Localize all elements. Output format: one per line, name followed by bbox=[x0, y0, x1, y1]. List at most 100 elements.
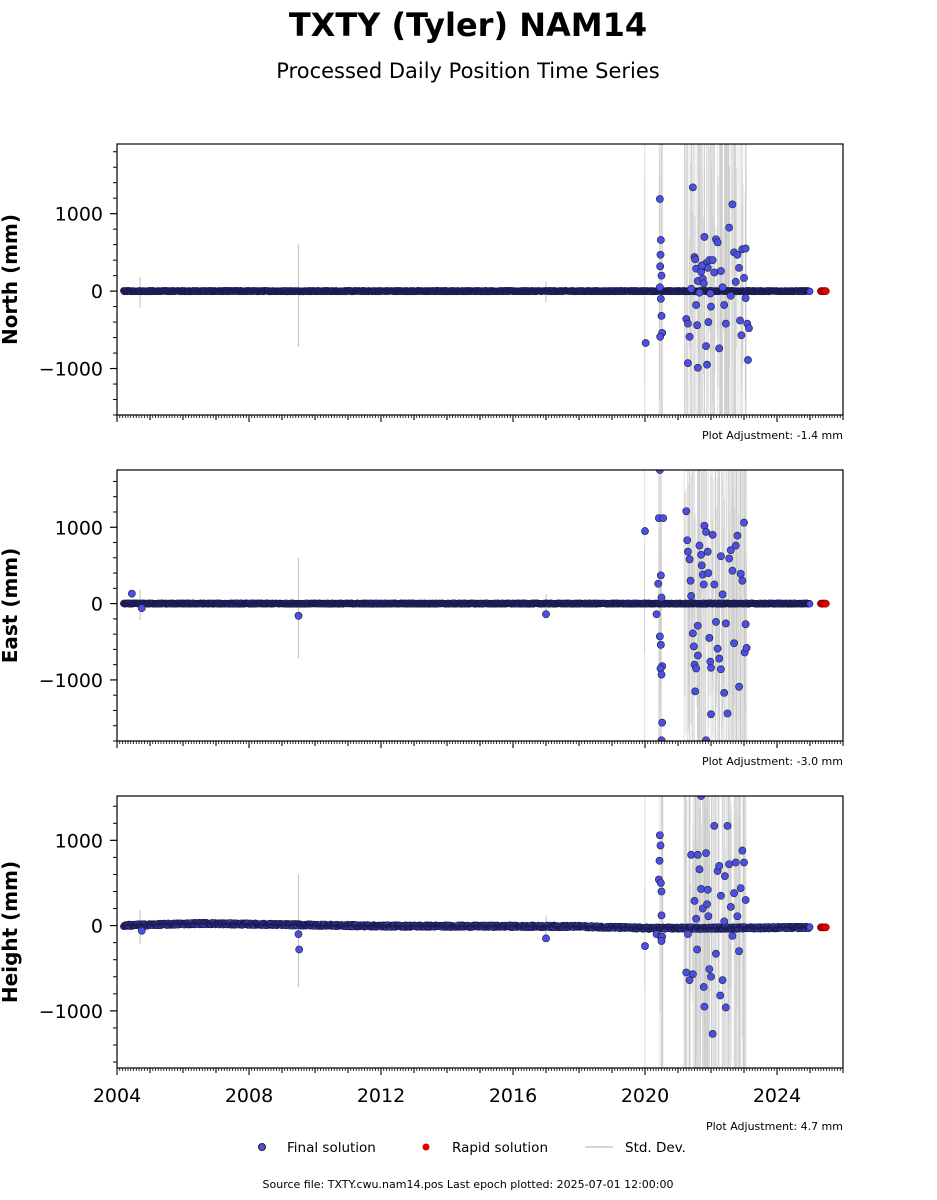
final-point bbox=[697, 550, 705, 559]
final-point bbox=[657, 736, 666, 741]
final-point bbox=[693, 621, 702, 630]
final-point bbox=[704, 569, 713, 577]
final-point bbox=[726, 291, 735, 300]
final-point bbox=[720, 689, 729, 697]
final-point bbox=[695, 541, 704, 550]
final-point bbox=[741, 244, 750, 253]
final-point bbox=[688, 629, 697, 638]
final-point bbox=[687, 284, 696, 293]
final-point bbox=[692, 301, 701, 309]
final-point bbox=[715, 344, 724, 353]
final-point bbox=[641, 527, 649, 535]
final-point bbox=[738, 576, 747, 585]
final-point bbox=[718, 283, 727, 292]
final-point bbox=[721, 319, 730, 328]
final-point bbox=[699, 279, 708, 288]
final-point bbox=[655, 632, 664, 641]
final-point bbox=[742, 643, 751, 652]
final-point bbox=[737, 331, 746, 340]
final-point bbox=[702, 736, 710, 741]
y-tick-label: 0 bbox=[91, 281, 103, 303]
final-point bbox=[725, 554, 734, 563]
final-point bbox=[806, 600, 814, 608]
final-point bbox=[740, 274, 748, 282]
final-point bbox=[657, 311, 666, 320]
final-point bbox=[702, 527, 710, 536]
final-point bbox=[655, 195, 664, 203]
final-point bbox=[688, 183, 697, 192]
y-axis-label: North (mm) bbox=[0, 214, 22, 345]
final-point bbox=[731, 541, 740, 550]
final-point bbox=[685, 555, 694, 564]
final-point bbox=[657, 670, 666, 679]
final-point bbox=[736, 316, 744, 325]
final-point bbox=[656, 236, 665, 244]
y-tick-label: 1000 bbox=[55, 517, 103, 539]
final-point bbox=[731, 277, 740, 286]
final-point bbox=[710, 580, 719, 589]
final-point bbox=[692, 664, 701, 673]
final-point bbox=[656, 262, 665, 271]
y-tick-label: 1000 bbox=[55, 204, 103, 226]
final-point bbox=[689, 642, 698, 651]
final-point bbox=[684, 319, 692, 328]
final-point bbox=[699, 580, 708, 589]
y-tick-label: −1000 bbox=[39, 359, 103, 381]
final-point bbox=[735, 682, 743, 691]
final-point bbox=[713, 644, 722, 653]
final-point bbox=[723, 709, 732, 718]
plot-area bbox=[120, 470, 830, 741]
final-point bbox=[652, 610, 661, 619]
final-point bbox=[684, 547, 692, 556]
final-point bbox=[707, 663, 715, 672]
final-point bbox=[682, 507, 691, 516]
final-point bbox=[659, 514, 668, 522]
y-axis-label: East (mm) bbox=[0, 548, 22, 664]
final-point bbox=[745, 324, 753, 333]
panel-2: −1000 0 1000 East (mm) Plot Adjustment: -3.0… bbox=[0, 469, 844, 768]
panels-layer: −1000 0 1000 North (mm) Plot Adjustment: -1.… bbox=[0, 143, 844, 1133]
final-point bbox=[697, 561, 706, 570]
final-point bbox=[700, 233, 709, 241]
final-point bbox=[721, 619, 730, 628]
y-tick-label: 0 bbox=[91, 594, 103, 616]
final-point bbox=[656, 571, 665, 580]
final-point bbox=[806, 287, 814, 295]
plot-area bbox=[120, 796, 830, 1068]
final-point bbox=[693, 363, 702, 372]
final-point bbox=[657, 271, 666, 280]
final-point bbox=[740, 518, 748, 527]
final-point bbox=[686, 576, 695, 585]
final-point bbox=[728, 200, 737, 209]
final-point bbox=[706, 289, 715, 298]
final-point bbox=[708, 530, 717, 539]
final-point bbox=[703, 547, 712, 556]
final-point bbox=[704, 318, 713, 326]
final-point bbox=[137, 604, 146, 613]
final-point bbox=[712, 618, 720, 626]
final-point bbox=[715, 654, 724, 663]
final-point bbox=[685, 332, 694, 341]
final-point bbox=[733, 531, 742, 540]
final-point bbox=[730, 639, 738, 648]
rapid-point bbox=[821, 599, 830, 608]
panel-1: −1000 0 1000 North (mm) Plot Adjustment: -1.… bbox=[0, 143, 844, 442]
final-point bbox=[703, 360, 711, 369]
final-point bbox=[728, 566, 737, 575]
y-tick-label: −1000 bbox=[39, 670, 103, 692]
rapid-point bbox=[821, 287, 830, 295]
final-point bbox=[656, 294, 665, 303]
final-point bbox=[717, 267, 725, 275]
final-point bbox=[707, 710, 715, 719]
final-point bbox=[702, 342, 710, 350]
final-point bbox=[655, 283, 664, 292]
final-point bbox=[542, 610, 550, 619]
plot-adjustment: Plot Adjustment: -3.0 mm bbox=[702, 755, 843, 768]
final-point bbox=[710, 268, 719, 277]
final-point bbox=[733, 250, 742, 259]
final-point bbox=[741, 294, 750, 302]
final-point bbox=[741, 620, 750, 629]
final-point bbox=[736, 569, 745, 578]
